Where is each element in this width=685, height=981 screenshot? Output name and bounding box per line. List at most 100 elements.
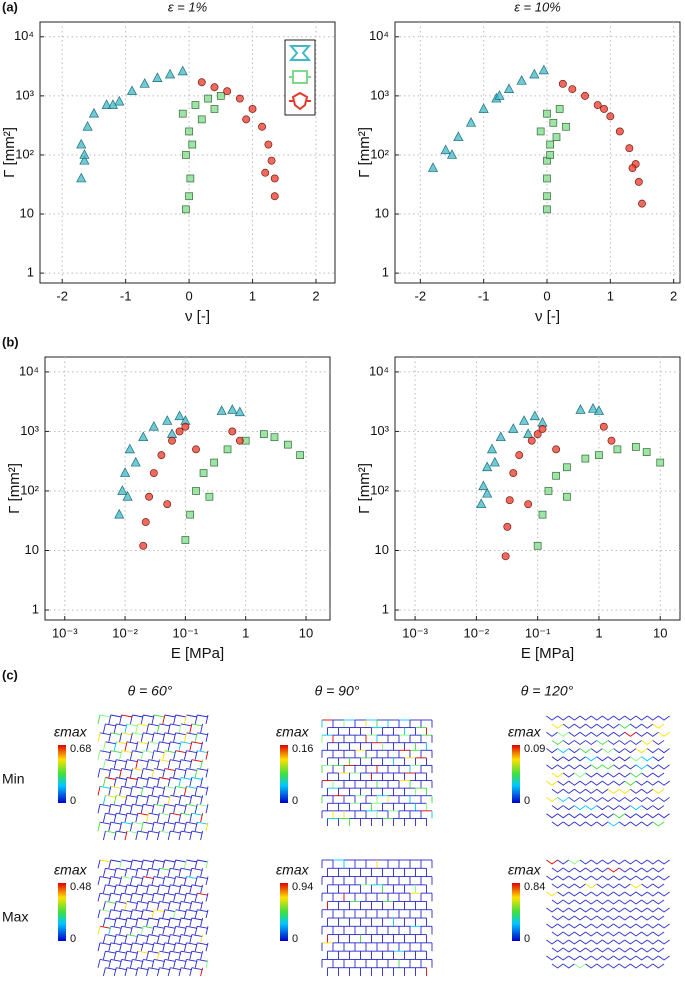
lattice-strut: [194, 786, 198, 796]
y-tick-label: 10⁴: [19, 363, 39, 378]
lattice-strut: [191, 741, 203, 745]
lattice-strut: [183, 714, 187, 725]
lattice-strut: [135, 813, 139, 823]
lattice-strut: [630, 947, 642, 953]
lattice-strut: [585, 915, 598, 921]
lattice-strut: [99, 803, 111, 807]
lattice-strut: [175, 909, 187, 913]
lattice-strut: [137, 884, 149, 888]
lattice-strut: [183, 959, 187, 968]
lattice-strut: [200, 868, 204, 877]
lattice-strut: [646, 875, 659, 881]
lattice-strut: [124, 884, 128, 894]
point: [79, 154, 90, 165]
point: [163, 500, 172, 509]
point: [563, 463, 571, 472]
lattice-strut: [164, 821, 176, 825]
lattice-strut: [607, 947, 620, 953]
lattice-strut: [624, 797, 637, 803]
lattice-strut: [156, 917, 160, 927]
lattice-strut: [173, 786, 177, 796]
lattice-strut: [143, 714, 155, 718]
lattice-strut: [99, 785, 111, 789]
lattice-strut: [197, 859, 209, 863]
y-tick-label: 1: [32, 601, 39, 616]
lattice-strut: [618, 947, 631, 953]
lattice-strut: [189, 830, 193, 841]
lattice-strut: [153, 942, 165, 946]
point: [296, 451, 305, 459]
lattice-strut: [641, 740, 654, 746]
lattice-strut: [108, 909, 112, 919]
lattice-strut: [116, 917, 128, 921]
lattice-strut: [164, 942, 176, 946]
colorbar-max: 0.09: [524, 743, 545, 755]
lattice-strut: [97, 909, 101, 919]
lattice-strut: [546, 764, 558, 770]
lattice-strut: [200, 777, 204, 787]
point: [79, 149, 90, 159]
x-axis-label: ν [-]: [185, 308, 210, 325]
colorbar: [512, 883, 520, 941]
lattice-strut: [148, 900, 160, 904]
point: [197, 78, 206, 87]
lattice-strut: [135, 967, 139, 977]
lattice-strut: [135, 795, 139, 805]
point: [478, 480, 489, 491]
lattice-strut: [164, 859, 176, 863]
point: [599, 422, 608, 431]
lattice-strut: [607, 963, 620, 969]
y-tick-label: 1: [27, 265, 34, 280]
lattice-strut: [574, 899, 586, 905]
lattice-strut: [162, 750, 166, 760]
point: [182, 205, 190, 214]
lattice-strut: [635, 764, 648, 770]
lattice-strut: [108, 893, 112, 902]
colorbar: [280, 745, 288, 803]
lattice-strut: [568, 715, 581, 721]
lattice-strut: [602, 797, 614, 803]
lattice-strut: [108, 768, 112, 778]
lattice-strut: [116, 794, 128, 798]
lattice-strut: [574, 883, 586, 889]
y-tick-label: 10³: [370, 87, 389, 102]
lattice-strut: [607, 867, 620, 873]
lattice-strut: [151, 714, 155, 725]
lattice-strut: [551, 821, 564, 827]
lattice-strut: [596, 821, 609, 827]
lattice-strut: [113, 901, 117, 910]
lattice-strut: [121, 821, 133, 825]
lattice-strut: [200, 967, 204, 977]
lattice-strut: [585, 723, 598, 729]
lattice-strut: [624, 859, 637, 865]
lattice-strut: [167, 830, 171, 841]
lattice-strut: [596, 899, 609, 905]
point: [538, 425, 547, 433]
point: [175, 427, 184, 436]
lattice-strut: [137, 917, 149, 921]
lattice-strut: [105, 917, 117, 921]
lattice-strut: [108, 750, 112, 760]
lattice-strut: [137, 723, 149, 727]
lattice-strut: [635, 891, 648, 897]
lattice-strut: [140, 732, 144, 742]
lattice-strut: [162, 893, 166, 902]
lattice-strut: [162, 926, 166, 935]
lattice-strut: [102, 868, 106, 877]
lattice-strut: [170, 950, 182, 954]
lattice-strut: [200, 741, 204, 751]
lattice-strut: [140, 804, 144, 814]
lattice-strut: [652, 947, 665, 953]
lattice-strut: [205, 822, 209, 832]
lattice-strut: [146, 934, 150, 943]
lattice-strut: [574, 821, 586, 827]
lattice-strut: [579, 859, 592, 865]
lattice-strut: [162, 859, 166, 869]
lattice-strut: [646, 813, 659, 819]
point: [638, 199, 646, 208]
lattice-strut: [579, 731, 592, 737]
lattice-strut: [562, 963, 575, 969]
point: [199, 469, 208, 477]
lattice-strut: [180, 867, 192, 871]
lattice-strut: [151, 786, 155, 796]
